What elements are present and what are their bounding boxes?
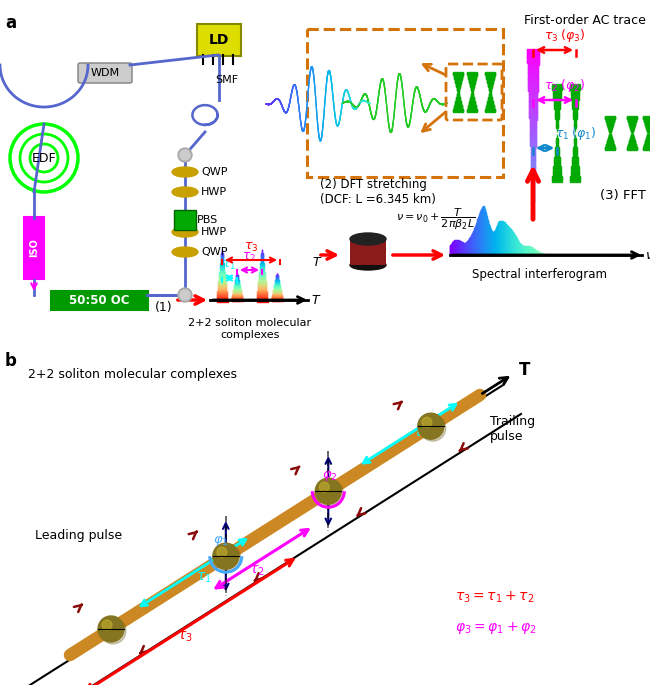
Text: $\tau_1$: $\tau_1$ xyxy=(413,427,428,441)
Text: 2+2 soliton molecular complexes: 2+2 soliton molecular complexes xyxy=(28,368,237,381)
Circle shape xyxy=(420,415,446,441)
Circle shape xyxy=(180,290,190,300)
Text: ISO: ISO xyxy=(29,238,39,258)
Text: $\varphi_1$: $\varphi_1$ xyxy=(213,534,229,548)
Text: $T$: $T$ xyxy=(312,256,322,269)
FancyBboxPatch shape xyxy=(24,217,44,279)
Text: Trailing
pulse: Trailing pulse xyxy=(490,415,535,443)
Circle shape xyxy=(180,150,190,160)
Text: 2+2 soliton molecular
complexes: 2+2 soliton molecular complexes xyxy=(188,318,311,340)
Text: LD: LD xyxy=(209,33,229,47)
Text: b: b xyxy=(5,352,17,370)
Text: QWP: QWP xyxy=(201,167,227,177)
FancyBboxPatch shape xyxy=(197,24,241,56)
Circle shape xyxy=(315,478,341,504)
Circle shape xyxy=(422,417,432,427)
FancyBboxPatch shape xyxy=(350,239,386,265)
Text: $\nu = \nu_0 + \dfrac{T}{2\pi\beta_2 L}$: $\nu = \nu_0 + \dfrac{T}{2\pi\beta_2 L}$ xyxy=(396,207,475,232)
Text: $\tau_2$: $\tau_2$ xyxy=(249,564,265,578)
Text: $\tau_1$: $\tau_1$ xyxy=(196,571,212,585)
Circle shape xyxy=(319,482,330,493)
Ellipse shape xyxy=(172,247,198,257)
Circle shape xyxy=(214,545,240,571)
Text: SMF: SMF xyxy=(215,75,238,85)
Ellipse shape xyxy=(172,187,198,197)
Text: HWP: HWP xyxy=(201,187,227,197)
Text: WDM: WDM xyxy=(90,68,120,78)
Circle shape xyxy=(317,480,343,506)
Text: $\tau_2\;(\varphi_2)$: $\tau_2\;(\varphi_2)$ xyxy=(544,77,586,94)
Text: $\varphi_2$: $\varphi_2$ xyxy=(322,469,338,483)
Text: $\tau_1$: $\tau_1$ xyxy=(222,259,236,272)
Circle shape xyxy=(213,543,239,569)
Text: (3) FFT: (3) FFT xyxy=(600,188,646,201)
Text: $\nu$: $\nu$ xyxy=(645,249,650,262)
Ellipse shape xyxy=(172,167,198,177)
Text: EDF: EDF xyxy=(32,151,57,164)
Text: (2) DFT stretching
(DCF: L =6.345 km): (2) DFT stretching (DCF: L =6.345 km) xyxy=(320,178,436,206)
Text: $\mathbf{T}$: $\mathbf{T}$ xyxy=(518,361,531,379)
Text: 50:50 OC: 50:50 OC xyxy=(69,293,129,306)
Circle shape xyxy=(178,288,192,302)
Text: $\tau_3$: $\tau_3$ xyxy=(177,630,192,645)
Ellipse shape xyxy=(350,260,386,270)
Text: $\tau_3 = \tau_1 + \tau_2$: $\tau_3 = \tau_1 + \tau_2$ xyxy=(455,590,534,606)
Text: (1): (1) xyxy=(155,301,173,314)
FancyBboxPatch shape xyxy=(78,63,132,83)
Circle shape xyxy=(100,618,126,644)
Text: $\tau_1\;(\varphi_1)$: $\tau_1\;(\varphi_1)$ xyxy=(555,125,597,142)
Text: Leading pulse: Leading pulse xyxy=(35,529,122,542)
Text: $\tau_3$: $\tau_3$ xyxy=(244,241,258,254)
Text: $\tau_2$: $\tau_2$ xyxy=(242,251,256,264)
Circle shape xyxy=(98,616,124,642)
Circle shape xyxy=(418,413,444,439)
Text: First-order AC trace: First-order AC trace xyxy=(524,14,646,27)
Text: PBS: PBS xyxy=(197,215,218,225)
Text: HWP: HWP xyxy=(201,227,227,237)
FancyBboxPatch shape xyxy=(51,291,148,310)
Text: $\varphi_3 = \varphi_1 + \varphi_2$: $\varphi_3 = \varphi_1 + \varphi_2$ xyxy=(455,620,537,636)
Text: $T$: $T$ xyxy=(311,293,322,306)
FancyBboxPatch shape xyxy=(174,210,196,230)
Ellipse shape xyxy=(350,233,386,245)
Text: a: a xyxy=(5,14,16,32)
Text: QWP: QWP xyxy=(201,247,227,257)
Text: $\tau_3\;(\varphi_3)$: $\tau_3\;(\varphi_3)$ xyxy=(544,27,586,44)
Circle shape xyxy=(178,148,192,162)
Circle shape xyxy=(102,620,112,630)
Text: Spectral interferogram: Spectral interferogram xyxy=(473,268,608,281)
Circle shape xyxy=(217,547,227,557)
Ellipse shape xyxy=(172,227,198,237)
